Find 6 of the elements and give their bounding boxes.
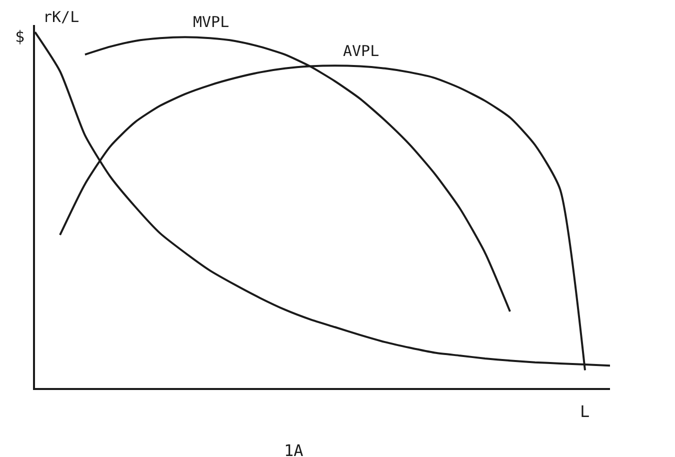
series-label: MVPL: [193, 13, 230, 31]
y-axis-title: $: [15, 27, 25, 46]
text: 1A: [284, 441, 304, 457]
series-label: AVPL: [343, 42, 380, 60]
x-axis-title: L: [580, 402, 590, 421]
series-label: rK/L: [43, 8, 80, 26]
